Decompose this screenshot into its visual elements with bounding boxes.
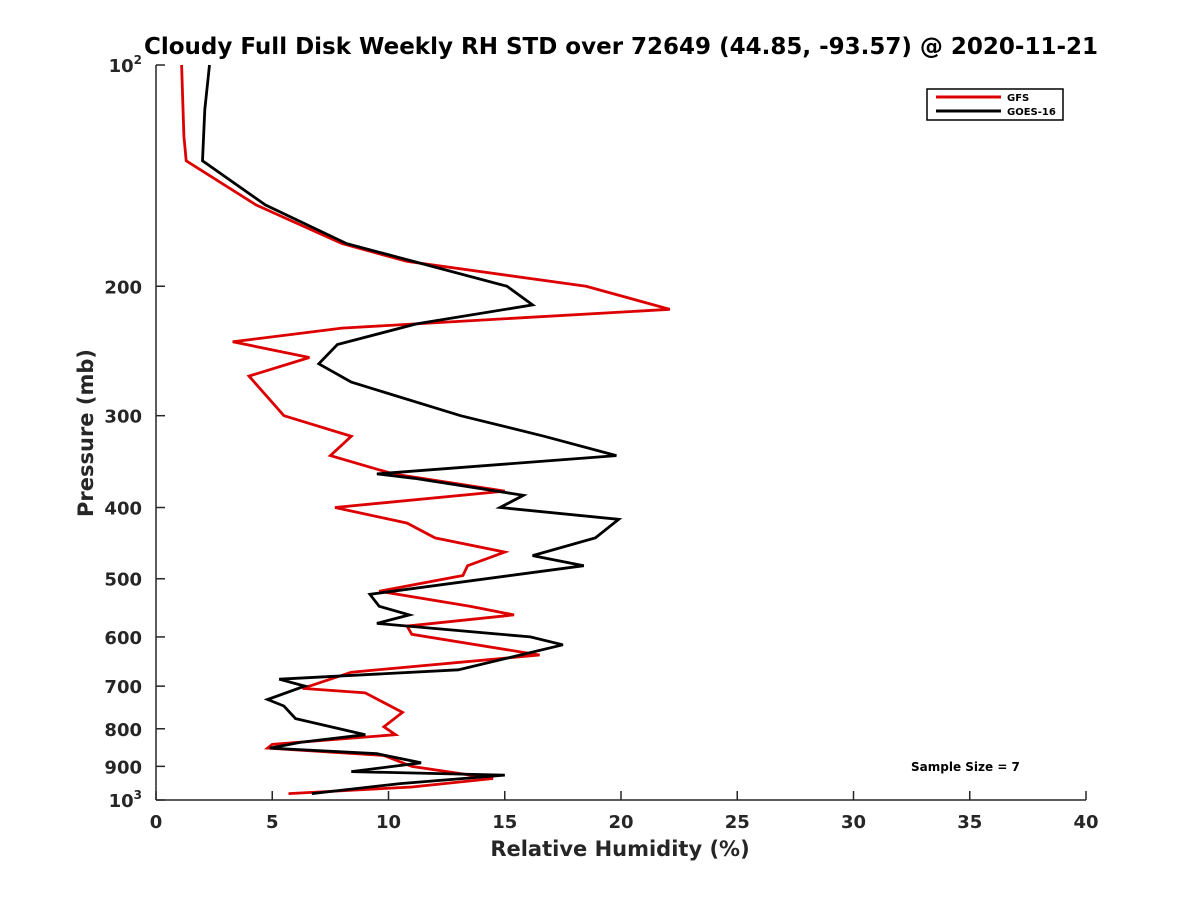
legend-box bbox=[926, 88, 1064, 121]
x-tick-label: 25 bbox=[725, 812, 750, 833]
tick-layer: 0 5 10 15 20 25 30 35 40 102 200 300 400 500 600 700 800… bbox=[104, 53, 1098, 833]
series-layer bbox=[180, 64, 671, 795]
x-tick-label: 30 bbox=[841, 812, 866, 833]
legend: GFS GOES-16 bbox=[926, 88, 1064, 121]
x-tick-label: 0 bbox=[150, 812, 163, 833]
y-tick-label: 200 bbox=[104, 277, 142, 298]
y-tick-label: 900 bbox=[104, 757, 142, 778]
x-tick-label: 20 bbox=[608, 812, 633, 833]
y-tick-label: 102 bbox=[109, 53, 142, 77]
legend-label-gfs: GFS bbox=[1007, 93, 1029, 104]
y-axis-label: Pressure (mb) bbox=[74, 349, 98, 517]
chart-title: Cloudy Full Disk Weekly RH STD over 7264… bbox=[144, 34, 1098, 60]
y-tick-label: 700 bbox=[104, 677, 142, 698]
x-tick-label: 5 bbox=[266, 812, 279, 833]
y-tick-label: 500 bbox=[104, 570, 142, 591]
y-tick-label: 400 bbox=[104, 499, 142, 520]
x-tick-label: 35 bbox=[957, 812, 982, 833]
y-tick-label: 600 bbox=[104, 628, 142, 649]
series-line-gfs bbox=[180, 64, 671, 795]
x-tick-label: 40 bbox=[1073, 812, 1098, 833]
y-tick-label: 800 bbox=[104, 720, 142, 741]
y-tick-label: 300 bbox=[104, 407, 142, 428]
x-tick-label: 10 bbox=[376, 812, 401, 833]
y-tick-label: 103 bbox=[109, 788, 142, 812]
series-line-goes16 bbox=[201, 64, 623, 795]
legend-label-goes16: GOES-16 bbox=[1007, 107, 1056, 118]
x-tick-label: 15 bbox=[492, 812, 517, 833]
x-axis-label: Relative Humidity (%) bbox=[490, 837, 749, 861]
sample-size-annotation: Sample Size = 7 bbox=[911, 760, 1020, 774]
